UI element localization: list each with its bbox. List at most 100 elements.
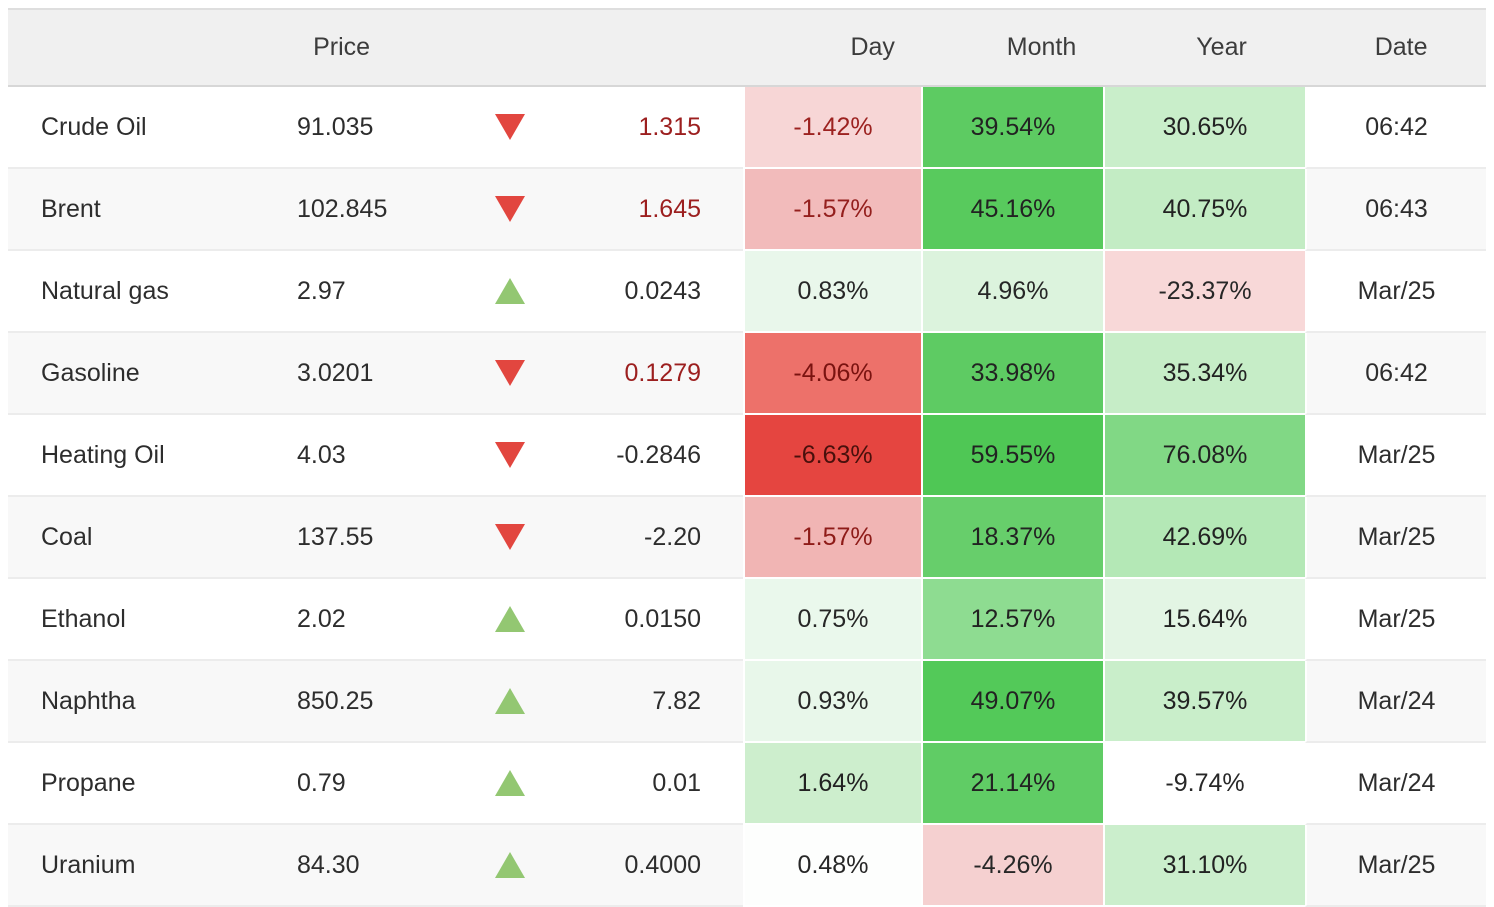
commodity-name[interactable]: Coal — [8, 497, 280, 579]
down-arrow-icon — [495, 114, 525, 140]
table-row: Coal 137.55 -2.20 -1.57% 18.37% 42.69% M… — [8, 497, 1486, 579]
up-arrow-icon — [495, 606, 525, 632]
up-arrow-icon — [495, 688, 525, 714]
down-arrow-icon — [495, 524, 525, 550]
date-cell: Mar/25 — [1305, 825, 1486, 907]
price-value: 102.845 — [280, 169, 460, 251]
year-change-cell: 39.57% — [1103, 661, 1305, 743]
table-row: Crude Oil 91.035 1.315 -1.42% 39.54% 30.… — [8, 87, 1486, 169]
table-header-row: Price Day Month Year Date — [8, 8, 1486, 87]
year-change-cell: 40.75% — [1103, 169, 1305, 251]
table-row: Brent 102.845 1.645 -1.57% 45.16% 40.75%… — [8, 169, 1486, 251]
change-value: 1.315 — [560, 87, 743, 169]
commodity-name[interactable]: Heating Oil — [8, 415, 280, 497]
day-change-cell: -1.57% — [743, 497, 921, 579]
month-change-cell: 45.16% — [921, 169, 1103, 251]
arrow-cell — [460, 743, 560, 825]
year-change-cell: -9.74% — [1103, 743, 1305, 825]
commodity-name[interactable]: Crude Oil — [8, 87, 280, 169]
commodity-name[interactable]: Gasoline — [8, 333, 280, 415]
change-value: 0.1279 — [560, 333, 743, 415]
commodity-name[interactable]: Ethanol — [8, 579, 280, 661]
year-change-cell: 42.69% — [1103, 497, 1305, 579]
date-cell: Mar/25 — [1305, 579, 1486, 661]
table-row: Uranium 84.30 0.4000 0.48% -4.26% 31.10%… — [8, 825, 1486, 907]
table-row: Gasoline 3.0201 0.1279 -4.06% 33.98% 35.… — [8, 333, 1486, 415]
month-change-cell: 59.55% — [921, 415, 1103, 497]
arrow-cell — [460, 825, 560, 907]
arrow-cell — [460, 497, 560, 579]
year-change-cell: 30.65% — [1103, 87, 1305, 169]
table-body: Crude Oil 91.035 1.315 -1.42% 39.54% 30.… — [8, 87, 1486, 907]
commodity-name[interactable]: Brent — [8, 169, 280, 251]
table-row: Heating Oil 4.03 -0.2846 -6.63% 59.55% 7… — [8, 415, 1486, 497]
date-cell: 06:42 — [1305, 333, 1486, 415]
month-change-cell: 49.07% — [921, 661, 1103, 743]
month-change-cell: 21.14% — [921, 743, 1103, 825]
arrow-cell — [460, 169, 560, 251]
column-header-month[interactable]: Month — [1006, 33, 1077, 61]
price-value: 84.30 — [280, 825, 460, 907]
day-change-cell: 0.75% — [743, 579, 921, 661]
up-arrow-icon — [495, 770, 525, 796]
price-value: 3.0201 — [280, 333, 460, 415]
year-change-cell: 15.64% — [1103, 579, 1305, 661]
year-change-cell: 76.08% — [1103, 415, 1305, 497]
day-change-cell: -6.63% — [743, 415, 921, 497]
price-value: 850.25 — [280, 661, 460, 743]
month-change-cell: -4.26% — [921, 825, 1103, 907]
day-change-cell: 0.93% — [743, 661, 921, 743]
column-header-price[interactable]: Price — [313, 33, 371, 61]
month-change-cell: 33.98% — [921, 333, 1103, 415]
month-change-cell: 12.57% — [921, 579, 1103, 661]
change-value: 7.82 — [560, 661, 743, 743]
day-change-cell: 1.64% — [743, 743, 921, 825]
arrow-cell — [460, 87, 560, 169]
change-value: 0.01 — [560, 743, 743, 825]
date-cell: Mar/25 — [1305, 251, 1486, 333]
up-arrow-icon — [495, 278, 525, 304]
change-value: 0.0150 — [560, 579, 743, 661]
day-change-cell: -1.57% — [743, 169, 921, 251]
price-value: 4.03 — [280, 415, 460, 497]
table-row: Ethanol 2.02 0.0150 0.75% 12.57% 15.64% … — [8, 579, 1486, 661]
down-arrow-icon — [495, 442, 525, 468]
commodity-name[interactable]: Propane — [8, 743, 280, 825]
arrow-cell — [460, 661, 560, 743]
table-row: Naphtha 850.25 7.82 0.93% 49.07% 39.57% … — [8, 661, 1486, 743]
price-value: 2.02 — [280, 579, 460, 661]
date-cell: Mar/25 — [1305, 497, 1486, 579]
change-value: -0.2846 — [560, 415, 743, 497]
arrow-cell — [460, 333, 560, 415]
month-change-cell: 39.54% — [921, 87, 1103, 169]
commodity-name[interactable]: Naphtha — [8, 661, 280, 743]
price-value: 137.55 — [280, 497, 460, 579]
year-change-cell: 35.34% — [1103, 333, 1305, 415]
change-value: -2.20 — [560, 497, 743, 579]
column-header-date[interactable]: Date — [1374, 33, 1428, 61]
price-value: 91.035 — [280, 87, 460, 169]
table-row: Natural gas 2.97 0.0243 0.83% 4.96% -23.… — [8, 251, 1486, 333]
column-header-day[interactable]: Day — [850, 33, 895, 61]
date-cell: Mar/25 — [1305, 415, 1486, 497]
change-value: 0.0243 — [560, 251, 743, 333]
arrow-cell — [460, 251, 560, 333]
commodity-name[interactable]: Uranium — [8, 825, 280, 907]
commodity-name[interactable]: Natural gas — [8, 251, 280, 333]
change-value: 0.4000 — [560, 825, 743, 907]
down-arrow-icon — [495, 360, 525, 386]
month-change-cell: 18.37% — [921, 497, 1103, 579]
up-arrow-icon — [495, 852, 525, 878]
column-header-year[interactable]: Year — [1196, 33, 1247, 61]
down-arrow-icon — [495, 196, 525, 222]
day-change-cell: -1.42% — [743, 87, 921, 169]
date-cell: Mar/24 — [1305, 743, 1486, 825]
date-cell: Mar/24 — [1305, 661, 1486, 743]
change-value: 1.645 — [560, 169, 743, 251]
year-change-cell: -23.37% — [1103, 251, 1305, 333]
day-change-cell: -4.06% — [743, 333, 921, 415]
table-row: Propane 0.79 0.01 1.64% 21.14% -9.74% Ma… — [8, 743, 1486, 825]
day-change-cell: 0.83% — [743, 251, 921, 333]
price-value: 0.79 — [280, 743, 460, 825]
